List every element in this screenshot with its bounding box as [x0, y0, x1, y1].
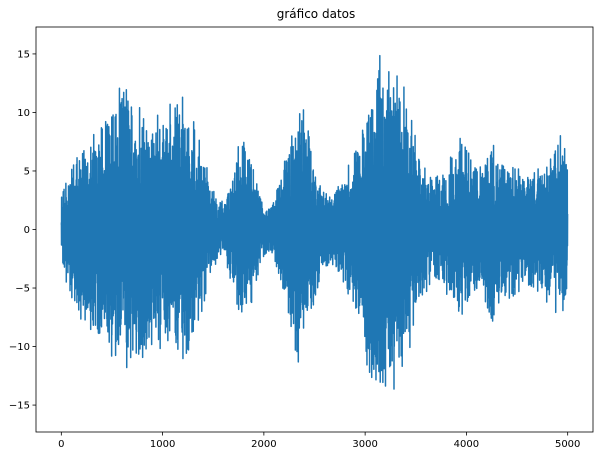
x-tick-label: 3000: [352, 439, 377, 450]
series-layer: [60, 54, 569, 390]
chart-title: gráfico datos: [277, 7, 356, 21]
axes-frame: [35, 26, 594, 433]
x-tick-label: 5000: [555, 439, 580, 450]
x-tick-label: 1000: [150, 439, 175, 450]
y-tick-label: −10: [9, 342, 30, 353]
y-tick-label: −15: [9, 401, 30, 412]
y-axis: −15 −10 −5 0 5 10 15: [9, 49, 36, 412]
y-tick-label: −5: [15, 284, 30, 295]
x-axis: 0 1000 2000 3000 4000 5000: [58, 432, 580, 450]
x-tick-label: 4000: [454, 439, 479, 450]
x-tick-label: 2000: [251, 439, 276, 450]
y-tick-label: 5: [24, 166, 30, 177]
series-line: [60, 54, 569, 390]
y-tick-label: 0: [24, 225, 30, 236]
x-tick-label: 0: [58, 439, 64, 450]
y-tick-label: 10: [17, 108, 30, 119]
y-tick-label: 15: [17, 49, 30, 60]
plot-area: [60, 54, 569, 390]
